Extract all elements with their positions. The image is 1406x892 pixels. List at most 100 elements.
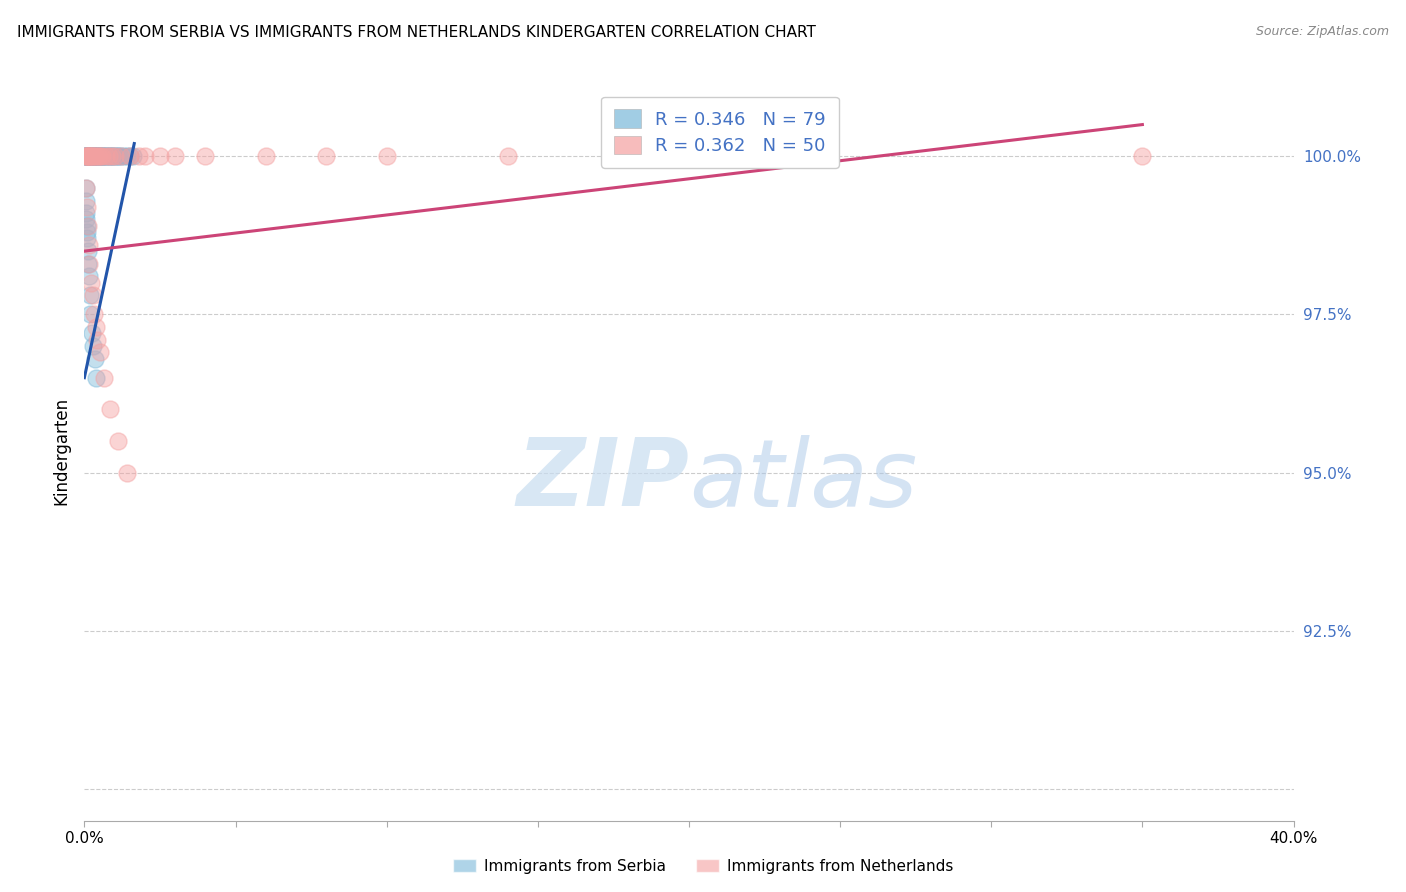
Point <box>101 149 124 163</box>
Text: ZIP: ZIP <box>516 434 689 526</box>
Point <box>115 149 138 163</box>
Point <box>79 307 101 321</box>
Point <box>98 149 121 163</box>
Point <box>107 149 129 163</box>
Point <box>87 149 110 163</box>
Point <box>105 149 128 163</box>
Point <box>165 149 187 163</box>
Point <box>76 149 98 163</box>
Point <box>79 149 101 163</box>
Point <box>80 326 103 341</box>
Point <box>75 181 97 195</box>
Point <box>79 149 101 163</box>
Point <box>77 149 100 163</box>
Point <box>254 149 277 163</box>
Point <box>76 219 98 233</box>
Point <box>80 149 103 163</box>
Point <box>77 149 100 163</box>
Point <box>79 149 101 163</box>
Point <box>86 333 108 347</box>
Point <box>96 149 118 163</box>
Point <box>118 149 141 163</box>
Point <box>77 149 100 163</box>
Point <box>121 149 143 163</box>
Point <box>97 149 120 163</box>
Point <box>79 149 101 163</box>
Point <box>75 149 97 163</box>
Point <box>194 149 217 163</box>
Point <box>79 149 101 163</box>
Point <box>98 402 121 417</box>
Point <box>76 149 98 163</box>
Point <box>87 149 110 163</box>
Point <box>77 149 100 163</box>
Point <box>77 149 100 163</box>
Point <box>375 149 398 163</box>
Point <box>108 149 131 163</box>
Point <box>90 149 112 163</box>
Point <box>82 149 104 163</box>
Point <box>84 149 107 163</box>
Point <box>738 149 761 163</box>
Point <box>82 149 104 163</box>
Point <box>75 206 97 220</box>
Point <box>76 149 98 163</box>
Point <box>93 149 115 163</box>
Point <box>315 149 337 163</box>
Point <box>82 149 104 163</box>
Point <box>80 276 103 290</box>
Point <box>75 194 97 208</box>
Point <box>77 149 100 163</box>
Point <box>87 149 110 163</box>
Point <box>75 149 97 163</box>
Point <box>76 149 98 163</box>
Point <box>77 149 100 163</box>
Point <box>77 149 100 163</box>
Point <box>107 434 129 448</box>
Point <box>84 149 107 163</box>
Point <box>83 307 105 321</box>
Point <box>89 345 111 359</box>
Point <box>75 149 97 163</box>
Point <box>91 149 114 163</box>
Point <box>84 149 107 163</box>
Point <box>75 149 97 163</box>
Point <box>100 149 122 163</box>
Point <box>1132 149 1154 163</box>
Point <box>76 149 98 163</box>
Point <box>100 149 122 163</box>
Point <box>90 149 112 163</box>
Point <box>76 231 98 245</box>
Point <box>496 149 519 163</box>
Point <box>80 149 103 163</box>
Point <box>76 149 98 163</box>
Point <box>100 149 122 163</box>
Point <box>86 370 108 384</box>
Point <box>82 288 104 302</box>
Point <box>79 257 101 271</box>
Point <box>104 149 127 163</box>
Point <box>115 466 138 480</box>
Point <box>110 149 132 163</box>
Point <box>79 149 101 163</box>
Point <box>79 288 101 302</box>
Point <box>76 225 98 239</box>
Point <box>76 149 98 163</box>
Point <box>93 370 115 384</box>
Point <box>77 237 100 252</box>
Point <box>80 149 103 163</box>
Point <box>89 149 111 163</box>
Point <box>76 149 98 163</box>
Point <box>82 149 104 163</box>
Text: Source: ZipAtlas.com: Source: ZipAtlas.com <box>1256 25 1389 38</box>
Point <box>77 269 100 284</box>
Point <box>83 149 105 163</box>
Point <box>84 351 107 366</box>
Point <box>77 149 100 163</box>
Point <box>76 149 98 163</box>
Point <box>90 149 112 163</box>
Point <box>82 339 104 353</box>
Y-axis label: Kindergarten: Kindergarten <box>52 396 70 505</box>
Point <box>118 149 141 163</box>
Point <box>76 149 98 163</box>
